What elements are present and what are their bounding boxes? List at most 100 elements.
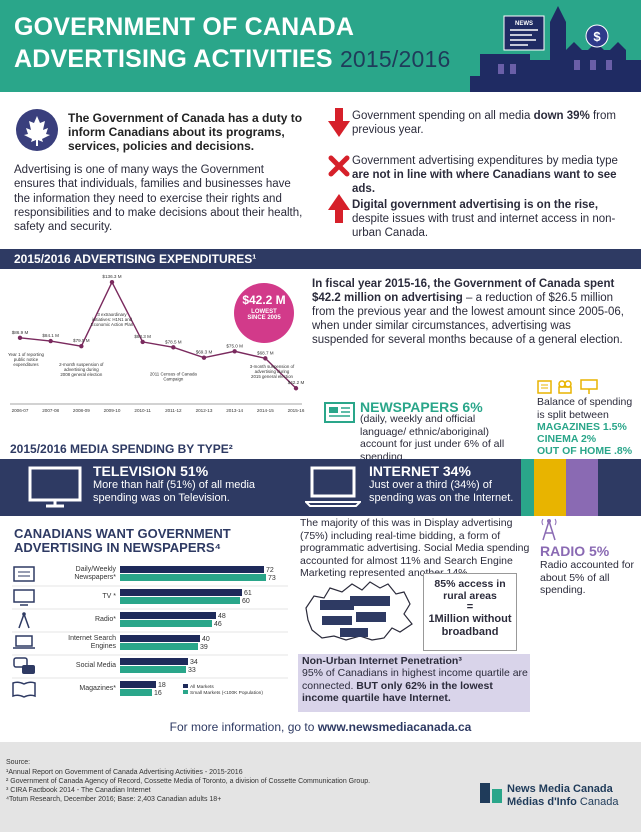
- nonurban-box: [298, 654, 530, 712]
- newspapers-title: NEWSPAPERS 6%: [360, 399, 483, 415]
- newspapers-text: (daily, weekly and official language/ et…: [360, 413, 505, 463]
- maple-leaf-icon: [16, 109, 58, 151]
- category-label: Radio*: [95, 616, 116, 623]
- fact-1: Government spending on all media down 39…: [352, 109, 627, 137]
- more-info-link[interactable]: www.newsmediacanada.ca: [317, 720, 472, 734]
- bar-value-label: 16: [154, 690, 162, 697]
- bar-all-markets: [120, 589, 242, 596]
- data-point: [17, 335, 23, 341]
- nonurban-bold: BUT only 62% in the lowest income quarti…: [302, 679, 493, 705]
- source-3: ³ CIRA Factbook 2014 - The Canadian Inte…: [6, 787, 151, 794]
- internet-title: INTERNET 34%: [369, 463, 471, 479]
- x-tick-label: 2013-14: [226, 408, 243, 413]
- nonurban-title: Non-Urban Internet Penetration³: [302, 655, 462, 667]
- data-point: [140, 339, 145, 345]
- expenditures-line-chart: $86.9 M 2006-07 $84.1 M 2007-08 $79.5 M 2008-…: [8, 274, 305, 413]
- radio-strip: [566, 459, 598, 516]
- lowest-badge: $42.2 M LOWEST SINCE 2005: [234, 283, 294, 343]
- fact-3: Digital government advertising is on the…: [352, 198, 627, 240]
- more-info-prefix: For more information, go to: [169, 720, 318, 734]
- logo-line2: Médias d'Info Canada: [507, 796, 618, 808]
- x-tick-label: 2012-13: [196, 408, 213, 413]
- bar-all-markets: [120, 681, 156, 688]
- magazines-share: MAGAZINES 1.5%: [537, 421, 627, 433]
- remainder-strip: [598, 459, 641, 516]
- data-point: [263, 356, 268, 361]
- category-label: TV *: [102, 593, 116, 600]
- intro-bold: The Government of Canada has a duty to i…: [68, 111, 303, 153]
- x-tick-label: 2009-10: [104, 408, 121, 413]
- data-point: [232, 349, 237, 354]
- bar-value-label: 34: [190, 659, 198, 666]
- newspapers-strip: [521, 459, 534, 516]
- want-heading-line2: ADVERTISING IN NEWSPAPERS⁴: [14, 540, 221, 555]
- fact-3-post: despite issues with trust and internet a…: [352, 213, 616, 239]
- data-point: [48, 338, 53, 344]
- bar-all-markets: [120, 658, 188, 665]
- rural-line1: 85% access in rural areas: [434, 578, 506, 602]
- bar-value-label: 39: [200, 644, 208, 651]
- balance-text: Balance of spending is split between: [537, 396, 633, 421]
- fact-1-pre: Government spending on all media: [352, 110, 534, 122]
- source-panel: [0, 742, 641, 832]
- data-label: $84.1 M: [42, 333, 59, 338]
- fact-2-bold: are not in line with where Canadians wan…: [352, 169, 617, 195]
- data-label: $79.5 M: [73, 338, 90, 343]
- category-label: Internet Search Engines: [68, 635, 116, 650]
- x-tick-label: 2011-12: [165, 408, 182, 413]
- data-label: $86.9 M: [12, 330, 29, 335]
- newspaper-icon: [324, 402, 355, 423]
- data-label: $42.2 M: [288, 380, 305, 385]
- billboard-icon: [580, 379, 598, 394]
- series-line: [19, 280, 297, 389]
- expenditures-text: In fiscal year 2015-16, the Government o…: [312, 277, 624, 347]
- fact-1-bold: down 39%: [533, 110, 590, 122]
- expenditures-text-bold: In fiscal year 2015-16, the Government o…: [312, 278, 615, 304]
- logo-line1: News Media Canada: [507, 783, 613, 795]
- nonurban-pre: 95% of Canadians in highest income quart…: [302, 667, 528, 692]
- x-tick-label: 2015-16: [288, 408, 305, 413]
- legend-all: All Markets: [190, 684, 214, 690]
- page-title-year: 2015/2016: [339, 46, 451, 72]
- television-title: TELEVISION 51%: [93, 463, 209, 479]
- bar-value-label: 72: [266, 567, 274, 574]
- bar-small-markets: [120, 643, 198, 650]
- tv-icon: [13, 589, 35, 606]
- magazine-small-icon: [537, 380, 552, 394]
- tv-icon: [28, 466, 82, 508]
- nonurban-text: 95% of Canadians in highest income quart…: [302, 667, 528, 705]
- small-media-icons: [537, 379, 598, 394]
- logo-line2-bold: Médias d'Info: [507, 796, 577, 808]
- radio-text: Radio accounted for about 5% of all spen…: [540, 559, 634, 596]
- bar-small-markets: [120, 689, 152, 696]
- bar-all-markets: [120, 566, 264, 573]
- news-media-canada-logo-icon: [480, 783, 502, 803]
- x-mark-icon: [328, 155, 350, 177]
- rural-box: 85% access in rural areas = 1Million wit…: [423, 573, 517, 651]
- fact-3-bold: Digital government advertising is on the…: [352, 199, 599, 211]
- others-strip: [534, 459, 566, 516]
- bar-small-markets: [120, 574, 266, 581]
- x-tick-label: 2014-15: [257, 408, 274, 413]
- bar-value-label: 73: [268, 575, 276, 582]
- bar-value-label: 40: [202, 636, 210, 643]
- data-point: [79, 344, 84, 349]
- data-label: $75.0 M: [226, 343, 243, 348]
- category-label: Social Media: [76, 662, 116, 669]
- radio-title: RADIO 5%: [540, 543, 610, 559]
- media-type-heading: 2015/2016 MEDIA SPENDING BY TYPE²: [10, 442, 233, 456]
- legend-small: Small Markets (<100K Population): [190, 690, 263, 696]
- bar-value-label: 18: [158, 682, 166, 689]
- annotation: 3-month suspension of advertising during 2…: [250, 364, 295, 379]
- want-heading-line1: CANADIANS WANT GOVERNMENT: [14, 526, 231, 541]
- internet-text: Just over a third (34%) of spending was …: [369, 479, 514, 504]
- legend-swatch-small: [183, 690, 188, 694]
- bar-small-markets: [120, 620, 212, 627]
- newspaper-icon: [13, 566, 35, 582]
- x-tick-label: 2007-08: [42, 408, 59, 413]
- data-point: [201, 355, 207, 360]
- data-label: $69.3 M: [196, 350, 213, 355]
